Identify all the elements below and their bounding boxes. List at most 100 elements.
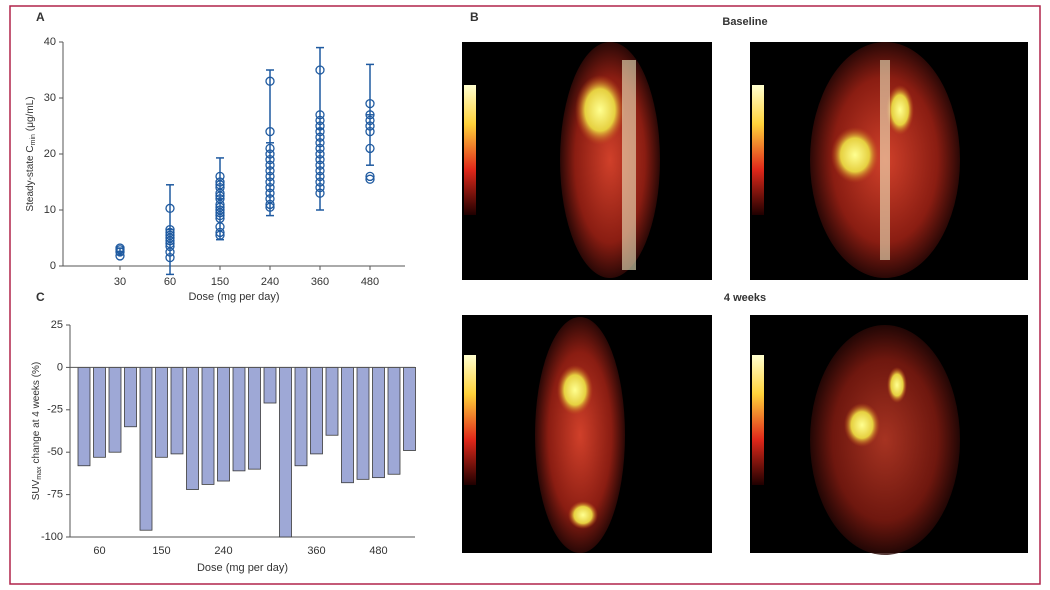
bar — [155, 366, 168, 458]
bar — [387, 366, 401, 475]
point — [265, 160, 275, 170]
y-tick-label: 10 — [44, 204, 56, 216]
point — [265, 171, 275, 182]
point — [165, 203, 175, 213]
point — [215, 227, 225, 238]
point — [165, 241, 175, 252]
y-tick-label: -50 — [47, 446, 63, 458]
point — [165, 236, 175, 246]
point — [315, 177, 325, 187]
bar — [248, 366, 261, 470]
point — [265, 143, 275, 154]
x-tick-label: 150 — [152, 545, 170, 557]
bar — [372, 366, 385, 479]
bar — [93, 366, 106, 458]
panel-label: B — [470, 10, 479, 24]
bar — [201, 366, 215, 485]
point — [315, 143, 325, 154]
point — [165, 252, 175, 263]
point — [115, 247, 125, 257]
x-tick-label: 480 — [361, 276, 379, 288]
y-axis-title-part: (μg/mL) — [25, 96, 36, 131]
bar — [170, 366, 184, 455]
bar — [310, 366, 323, 455]
panel-label: C — [36, 290, 45, 304]
point — [265, 182, 275, 193]
point — [315, 182, 325, 193]
x-tick-label: 60 — [164, 276, 176, 288]
point — [315, 188, 325, 198]
point — [165, 247, 175, 257]
y-axis-title: SUVmax change at 4 weeks (%) — [31, 362, 43, 501]
x-tick-label: 240 — [261, 276, 279, 288]
point — [265, 177, 275, 187]
image-title: Baseline — [722, 16, 767, 28]
bar — [232, 366, 246, 472]
bar — [108, 366, 122, 453]
point — [315, 138, 325, 148]
point — [315, 115, 325, 126]
point — [365, 98, 375, 109]
point — [265, 202, 275, 212]
x-tick-label: 240 — [214, 545, 232, 557]
pet-images — [462, 42, 1028, 555]
panel-label: A — [36, 10, 45, 24]
error-bar — [266, 69, 274, 217]
bar — [139, 366, 153, 531]
point — [115, 251, 125, 261]
bar — [77, 366, 91, 467]
point — [265, 188, 275, 198]
bar — [325, 366, 339, 436]
point — [315, 166, 325, 176]
point — [365, 126, 375, 137]
y-tick-label: -100 — [41, 531, 63, 543]
point — [365, 115, 375, 126]
point — [265, 149, 275, 159]
bar — [279, 366, 292, 538]
bar — [341, 366, 354, 484]
point — [315, 171, 325, 182]
point — [315, 160, 325, 170]
point — [215, 188, 225, 198]
y-axis-title: Steady-state Cmin (μg/mL) — [25, 96, 37, 211]
y-tick-label: 25 — [51, 319, 63, 331]
y-axis-title-part: change at 4 weeks (%) — [31, 362, 42, 464]
y-axis-title-part: min — [30, 134, 37, 145]
point — [365, 121, 375, 131]
point — [315, 126, 325, 137]
y-tick-label: -25 — [47, 404, 63, 416]
y-tick-label: 40 — [44, 36, 56, 48]
x-tick-label: 480 — [369, 545, 387, 557]
point — [365, 171, 375, 182]
y-tick-label: 20 — [44, 148, 56, 160]
x-axis-title: Dose (mg per day) — [197, 562, 288, 574]
point — [265, 199, 275, 210]
x-tick-label: 60 — [93, 545, 105, 557]
point — [215, 230, 225, 240]
point — [315, 149, 325, 159]
point — [315, 132, 325, 142]
y-tick-label: 0 — [50, 260, 56, 272]
y-axis-title-part: Steady-state C — [25, 145, 36, 211]
point — [215, 208, 225, 218]
bar — [186, 366, 199, 490]
point — [265, 166, 275, 176]
x-tick-label: 360 — [311, 276, 329, 288]
bar — [356, 366, 370, 480]
bar — [403, 366, 416, 451]
point — [365, 143, 375, 154]
bar — [294, 366, 308, 467]
point — [315, 154, 325, 165]
point — [265, 76, 275, 86]
x-tick-label: 150 — [211, 276, 229, 288]
x-tick-label: 30 — [114, 276, 126, 288]
y-axis-title-part: SUV — [31, 479, 42, 500]
bar — [263, 366, 277, 404]
point — [315, 121, 325, 131]
y-axis-title-part: max — [36, 466, 43, 480]
point — [215, 177, 225, 187]
y-tick-label: 30 — [44, 92, 56, 104]
point — [265, 126, 275, 137]
y-tick-label: -75 — [47, 489, 63, 501]
